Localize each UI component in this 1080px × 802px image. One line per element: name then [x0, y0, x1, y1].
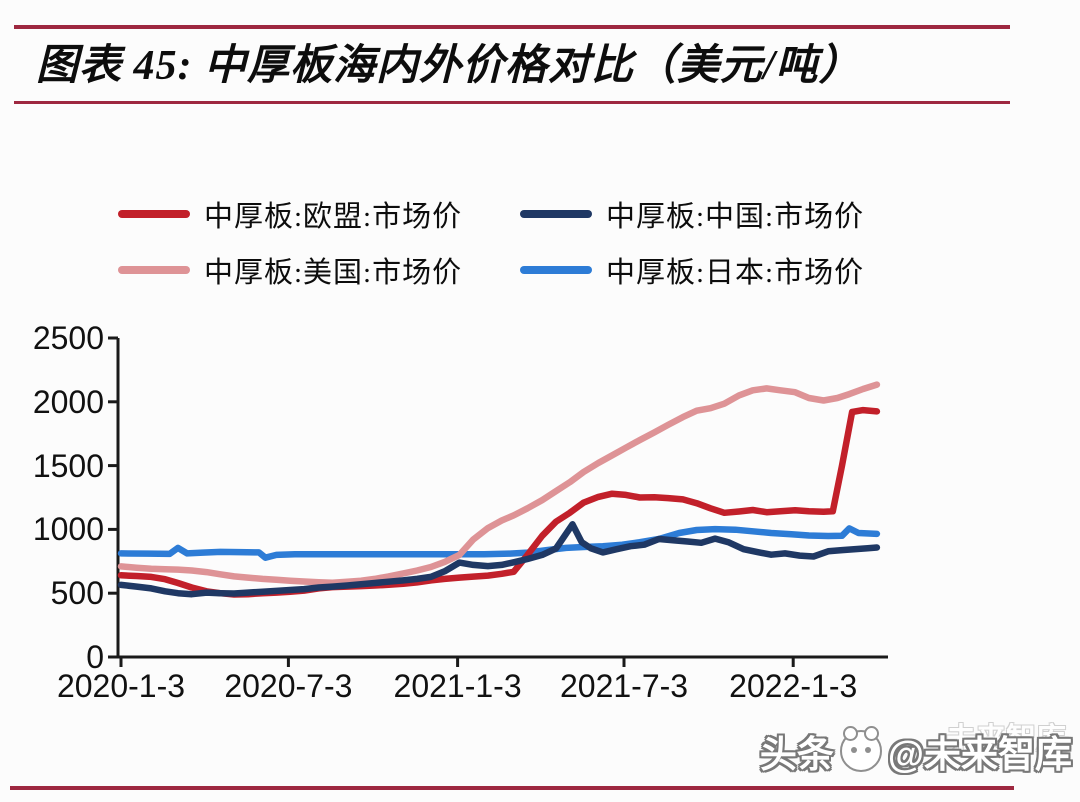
- page-bottom-rule: [10, 786, 1014, 790]
- legend-item-eu: 中厚板:欧盟:市场价: [118, 196, 463, 233]
- x-axis-tick-label: 2020-7-3: [224, 668, 353, 704]
- legend-label-eu: 中厚板:欧盟:市场价: [204, 201, 463, 233]
- legend-swatch-china: [520, 210, 592, 218]
- watermark-prefix: 头条: [759, 734, 834, 775]
- legend-swatch-eu: [118, 210, 190, 218]
- legend-label-us: 中厚板:美国:市场价: [204, 257, 463, 289]
- series-line-us: [117, 381, 881, 586]
- y-axis-tick-label: 500: [50, 575, 104, 612]
- y-axis-tick-label: 1000: [32, 511, 104, 548]
- watermark-ghost-text: 未来智库: [946, 723, 1066, 756]
- legend-label-japan: 中厚板:日本:市场价: [606, 257, 865, 289]
- axis-lines: [116, 338, 888, 659]
- y-axis-tick-label: 1500: [32, 447, 104, 484]
- title-bottom-rule: [14, 101, 1010, 104]
- y-axis-tick-label: 2000: [32, 383, 104, 420]
- x-axis-tick-label: 2021-7-3: [559, 668, 689, 704]
- watermark: 未来智库 头条 @未来智库: [760, 723, 1072, 778]
- y-axis-tick-label: 2500: [32, 320, 104, 356]
- legend-label-china: 中厚板:中国:市场价: [606, 201, 865, 233]
- x-axis-tick-label: 2021-1-3: [393, 668, 522, 704]
- series-line-china: [117, 521, 881, 598]
- panda-avatar-icon: [839, 726, 882, 772]
- watermark-main: 头条 @未来智库: [760, 724, 1072, 778]
- title-top-rule: [14, 25, 1010, 29]
- legend-item-japan: 中厚板:日本:市场价: [520, 252, 865, 289]
- price-line-chart: 2500 2000 1500 1000 500 0 2020-1-3 2020-…: [0, 321, 1080, 720]
- legend-swatch-us: [118, 266, 190, 274]
- legend-swatch-japan: [520, 266, 592, 274]
- legend-item-china: 中厚板:中国:市场价: [520, 196, 865, 233]
- y-axis-tick-label: 0: [86, 639, 104, 675]
- x-axis-tick-label: 2022-1-3: [729, 668, 858, 704]
- chart-title: 图表 45: 中厚板海内外价格对比（美元/吨）: [36, 43, 862, 89]
- watermark-handle: @未来智库: [887, 734, 1072, 775]
- plot-area: [108, 336, 888, 667]
- legend-item-us: 中厚板:美国:市场价: [118, 252, 463, 289]
- x-axis-tick-label: 2020-1-3: [56, 668, 186, 704]
